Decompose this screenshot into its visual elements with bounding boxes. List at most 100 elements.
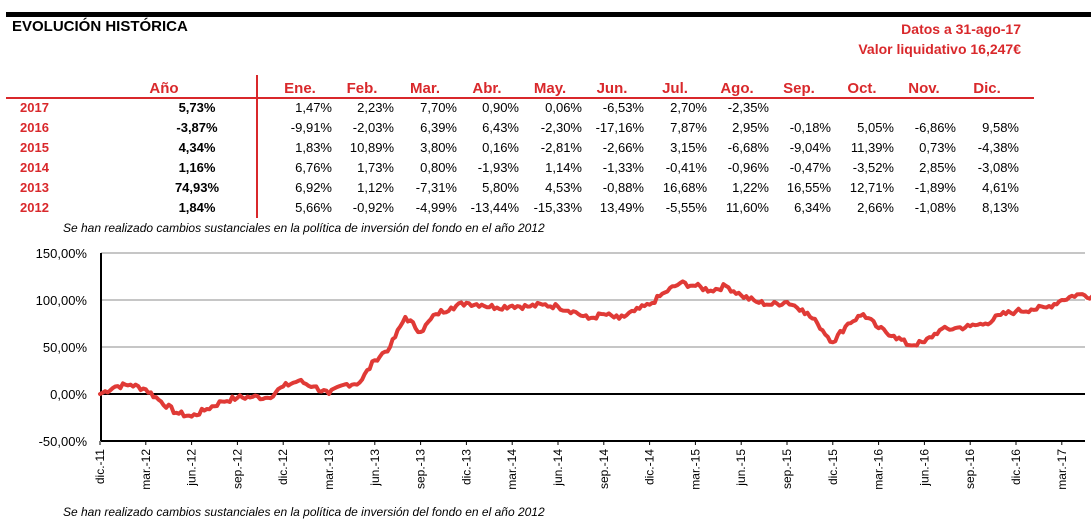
column-divider <box>256 75 258 218</box>
month-return-cell: 1,14% <box>545 160 582 175</box>
month-return-cell: 6,39% <box>420 120 457 135</box>
note-bottom: Se han realizado cambios sustanciales en… <box>63 505 545 519</box>
row-year: 2013 <box>20 180 49 195</box>
month-return-cell: 2,66% <box>857 200 894 215</box>
x-tick-label: sep.-14 <box>597 449 611 489</box>
y-tick-label: 150,00% <box>36 246 88 261</box>
month-return-cell: -2,35% <box>727 100 769 115</box>
row-annual-return: 1,16% <box>178 160 216 175</box>
month-return-cell: -1,08% <box>914 200 956 215</box>
month-header: Oct. <box>847 80 877 97</box>
table-row: 2015 4,34% 1,83% 10,89% 3,80% 0,16% -2,81% -2,6… <box>0 140 1091 160</box>
month-return-cell: -3,08% <box>977 160 1019 175</box>
month-header: Dic. <box>973 80 1001 97</box>
x-tick-label: sep.-15 <box>780 449 794 489</box>
x-tick-label: sep.-12 <box>230 449 244 489</box>
month-return-cell: 16,68% <box>662 180 707 195</box>
month-header: Ago. <box>720 80 754 97</box>
month-return-cell: 16,55% <box>786 180 831 195</box>
month-return-cell: 6,76% <box>295 160 332 175</box>
month-return-cell: -2,03% <box>352 120 394 135</box>
x-tick-label: mar.-14 <box>505 449 519 490</box>
fund-meta: Datos a 31-ago-17 Valor liquidativo 16,2… <box>858 19 1021 59</box>
month-return-cell: -5,55% <box>665 200 707 215</box>
row-annual-return: 5,73% <box>178 100 216 115</box>
table-row: 2017 5,73% 1,47% 2,23% 7,70% 0,90% 0,06% -6,53%… <box>0 100 1091 120</box>
month-return-cell: 0,06% <box>545 100 582 115</box>
month-return-cell: -1,89% <box>914 180 956 195</box>
table-row: 2013 74,93% 6,92% 1,12% -7,31% 5,80% 4,53% -0,8… <box>0 180 1091 200</box>
x-tick-label: jun.-16 <box>917 449 931 487</box>
table-row: 2016 -3,87% -9,91% -2,03% 6,39% 6,43% -2,30% -1… <box>0 120 1091 140</box>
x-tick-label: mar.-12 <box>139 449 153 490</box>
x-tick-label: dic.-15 <box>826 449 840 485</box>
month-return-cell: 7,70% <box>420 100 457 115</box>
month-return-cell: -2,30% <box>540 120 582 135</box>
table-row: 2014 1,16% 6,76% 1,73% 0,80% -1,93% 1,14% -1,33… <box>0 160 1091 180</box>
month-return-cell: -0,41% <box>665 160 707 175</box>
note-top: Se han realizado cambios sustanciales en… <box>63 221 545 235</box>
month-return-cell: 6,92% <box>295 180 332 195</box>
month-header: Jun. <box>596 80 628 97</box>
month-return-cell: 13,49% <box>599 200 644 215</box>
x-tick-label: jun.-13 <box>368 449 382 487</box>
month-return-cell: -2,66% <box>602 140 644 155</box>
row-year: 2017 <box>20 100 49 115</box>
y-tick-label: 100,00% <box>36 293 88 308</box>
row-year: 2012 <box>20 200 49 215</box>
row-annual-return: 4,34% <box>178 140 216 155</box>
month-return-cell: 1,83% <box>295 140 332 155</box>
y-tick-label: 50,00% <box>43 340 88 355</box>
month-return-cell: 2,23% <box>357 100 394 115</box>
year-header: Año <box>149 80 179 97</box>
row-year: 2015 <box>20 140 49 155</box>
month-header: May. <box>533 80 567 97</box>
y-tick-label: -50,00% <box>39 434 88 449</box>
header-rule <box>6 97 1034 99</box>
month-return-cell: -7,31% <box>415 180 457 195</box>
x-tick-label: sep.-13 <box>414 449 428 489</box>
month-return-cell: -6,53% <box>602 100 644 115</box>
x-tick-label: dic.-12 <box>276 449 290 485</box>
top-rule <box>6 12 1091 17</box>
month-header: Nov. <box>908 80 940 97</box>
month-return-cell: 6,43% <box>482 120 519 135</box>
month-return-cell: -15,33% <box>533 200 582 215</box>
month-return-cell: 11,60% <box>725 200 769 215</box>
month-return-cell: 4,53% <box>545 180 582 195</box>
month-header: Ene. <box>284 80 316 97</box>
page-title: EVOLUCIÓN HISTÓRICA <box>12 18 188 35</box>
x-tick-label: mar.-17 <box>1055 449 1069 490</box>
x-tick-label: sep.-16 <box>963 449 977 489</box>
month-return-cell: 3,80% <box>420 140 457 155</box>
month-return-cell: 5,66% <box>295 200 332 215</box>
month-return-cell: -4,99% <box>415 200 457 215</box>
month-return-cell: -6,86% <box>914 120 956 135</box>
table-row: 2012 1,84% 5,66% -0,92% -4,99% -13,44% -15,33%… <box>0 200 1091 220</box>
month-return-cell: 0,80% <box>420 160 457 175</box>
data-date: Datos a 31-ago-17 <box>901 21 1021 37</box>
x-tick-label: dic.-13 <box>459 449 473 485</box>
row-year: 2014 <box>20 160 49 175</box>
month-header: Sep. <box>783 80 815 97</box>
month-return-cell: 10,89% <box>349 140 394 155</box>
month-return-cell: -0,92% <box>352 200 394 215</box>
month-return-cell: 1,47% <box>295 100 332 115</box>
month-return-cell: 6,34% <box>794 200 831 215</box>
month-return-cell: -1,33% <box>602 160 644 175</box>
month-return-cell: -0,47% <box>789 160 831 175</box>
x-tick-label: jun.-14 <box>551 449 565 487</box>
month-return-cell: 0,73% <box>919 140 956 155</box>
month-return-cell: 2,70% <box>670 100 707 115</box>
x-tick-label: mar.-16 <box>872 449 886 490</box>
x-tick-label: jun.-15 <box>734 449 748 487</box>
x-tick-label: dic.-14 <box>643 449 657 485</box>
month-return-cell: -9,91% <box>290 120 332 135</box>
month-return-cell: 11,39% <box>850 140 894 155</box>
month-return-cell: 1,12% <box>357 180 394 195</box>
x-tick-label: mar.-15 <box>688 449 702 490</box>
x-tick-label: mar.-13 <box>322 449 336 490</box>
x-tick-label: dic.-11 <box>93 449 107 484</box>
month-return-cell: 7,87% <box>670 120 707 135</box>
